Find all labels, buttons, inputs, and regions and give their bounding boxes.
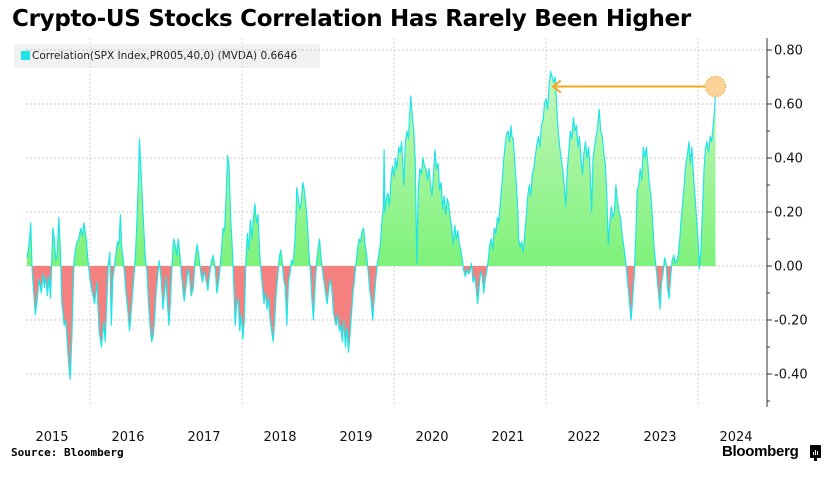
- y-tick-label: 0.60: [774, 98, 803, 113]
- positive-area: [26, 71, 716, 266]
- x-tick-label: 2023: [643, 430, 676, 445]
- legend-swatch: [21, 51, 30, 60]
- y-axis: 0.80 0.60 0.40 0.20 0.00 -0.20 -0.40: [766, 38, 808, 407]
- x-tick-label: 2015: [35, 430, 68, 445]
- area-fills: [26, 71, 716, 380]
- x-tick-label: 2024: [719, 430, 752, 445]
- y-tick-label: 0.00: [774, 260, 803, 275]
- annotation-arrowhead-icon: [551, 79, 562, 94]
- x-tick-label: 2021: [491, 430, 524, 445]
- negative-area: [26, 266, 716, 380]
- bloomberg-terminal-icon: [810, 445, 821, 461]
- x-tick-label: 2018: [263, 430, 296, 445]
- annotation-circle-marker: [704, 75, 727, 98]
- series-line: [26, 71, 717, 380]
- x-axis: 2015 2016 2017 2018 2019 2020 2021 2022 2023 2024: [35, 430, 752, 445]
- y-tick-label: -0.40: [774, 368, 808, 383]
- x-tick-label: 2016: [111, 430, 144, 445]
- y-tick-label: 0.40: [774, 152, 803, 167]
- legend: Correlation(SPX Index,PR005,40,0) (MVDA)…: [14, 44, 320, 68]
- x-tick-label: 2017: [187, 430, 220, 445]
- annotations: [551, 75, 727, 98]
- y-tick-label: 0.20: [774, 206, 803, 221]
- x-tick-label: 2022: [567, 430, 600, 445]
- brand-logo-text: Bloomberg: [722, 443, 799, 460]
- x-tick-label: 2020: [415, 430, 448, 445]
- y-tick-label: -0.20: [774, 314, 808, 329]
- series-line-group: [26, 71, 717, 380]
- chart-title: Crypto-US Stocks Correlation Has Rarely …: [12, 6, 691, 32]
- source-note: Source: Bloomberg: [11, 446, 124, 459]
- y-tick-label: 0.80: [774, 44, 803, 59]
- legend-label: Correlation(SPX Index,PR005,40,0) (MVDA)…: [32, 50, 298, 62]
- x-tick-label: 2019: [339, 430, 372, 445]
